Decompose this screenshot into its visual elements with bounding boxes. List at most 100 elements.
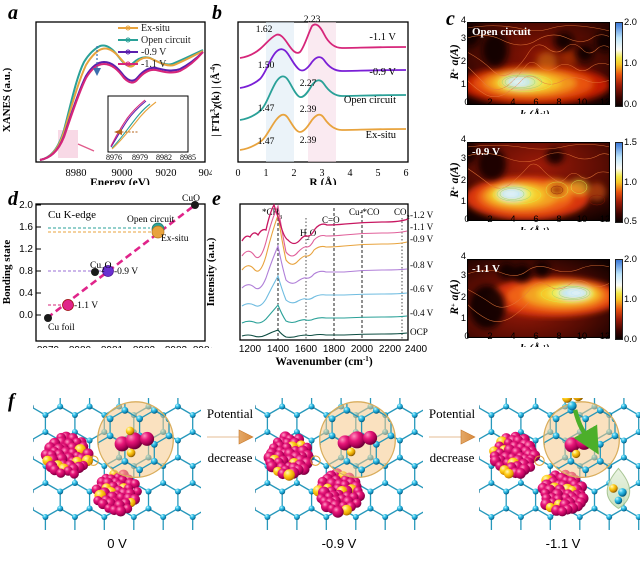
svg-text:2.23: 2.23: [304, 15, 321, 25]
svg-text:Open circuit: Open circuit: [127, 215, 175, 225]
svg-text:XANES (a.u.): XANES (a.u.): [1, 67, 13, 132]
svg-text:R+ a(Å): R+ a(Å): [450, 44, 461, 81]
svg-text:3: 3: [461, 270, 466, 280]
svg-text:8979: 8979: [37, 345, 60, 348]
svg-text:2: 2: [461, 56, 466, 66]
svg-text:8983: 8983: [165, 345, 188, 348]
svg-text:R (Å): R (Å): [309, 175, 336, 185]
svg-text:R+ a(Å): R+ a(Å): [450, 162, 461, 199]
svg-text:Ex-situ: Ex-situ: [366, 130, 397, 141]
svg-text:4: 4: [461, 251, 466, 261]
svg-text:1400: 1400: [267, 344, 290, 355]
svg-text:4: 4: [510, 331, 515, 341]
svg-text:6: 6: [404, 168, 409, 179]
svg-text:3: 3: [461, 33, 466, 43]
svg-text:2: 2: [292, 168, 297, 179]
svg-text:1.6: 1.6: [19, 222, 33, 233]
svg-text:6: 6: [533, 97, 538, 107]
svg-text:12: 12: [600, 214, 610, 224]
svg-text:k (Å-1): k (Å-1): [520, 225, 550, 230]
svg-text:0.0: 0.0: [19, 310, 33, 321]
svg-text:1.2: 1.2: [19, 244, 33, 255]
svg-text:8: 8: [556, 331, 561, 341]
svg-text:2400: 2400: [405, 344, 428, 355]
svg-text:3: 3: [461, 153, 466, 163]
svg-text:1: 1: [264, 168, 269, 179]
svg-text:10: 10: [577, 97, 587, 107]
svg-text:6: 6: [533, 331, 538, 341]
svg-text:2.0: 2.0: [19, 200, 33, 211]
svg-text:R+ a(Å): R+ a(Å): [450, 279, 461, 316]
svg-text:-0.6 V: -0.6 V: [410, 284, 434, 294]
svg-text:CuO: CuO: [182, 194, 200, 204]
svg-text:Bonding state: Bonding state: [1, 240, 13, 305]
svg-text:4: 4: [461, 134, 466, 144]
svg-text:9020: 9020: [156, 168, 177, 179]
svg-text:8: 8: [556, 97, 561, 107]
svg-text:8982: 8982: [133, 345, 156, 348]
svg-text:k (Å-1): k (Å-1): [520, 108, 550, 114]
svg-text:Cu foil: Cu foil: [48, 322, 75, 333]
svg-text:-1.1 V: -1.1 V: [141, 59, 167, 70]
svg-text:2: 2: [487, 331, 492, 341]
svg-text:1.62: 1.62: [256, 25, 273, 35]
svg-text:1.47: 1.47: [258, 137, 275, 147]
svg-text:8981: 8981: [101, 345, 124, 348]
svg-text:-0.4 V: -0.4 V: [410, 308, 434, 318]
svg-text:1: 1: [461, 313, 466, 323]
svg-text:1600: 1600: [295, 344, 318, 355]
svg-text:8985: 8985: [180, 153, 196, 162]
svg-text:-0.9 V: -0.9 V: [141, 47, 167, 58]
svg-text:-0.8 V: -0.8 V: [410, 260, 434, 270]
svg-text:0.4: 0.4: [19, 288, 33, 299]
svg-text:8: 8: [556, 214, 561, 224]
svg-text:-0.9 V: -0.9 V: [369, 67, 396, 78]
svg-text:Ex-situ: Ex-situ: [141, 23, 170, 34]
svg-text:1.47: 1.47: [258, 104, 275, 114]
svg-text:2200: 2200: [379, 344, 402, 355]
svg-text:Cu K-edge: Cu K-edge: [48, 209, 96, 221]
svg-text:2: 2: [461, 175, 466, 185]
svg-text:0: 0: [236, 168, 241, 179]
svg-text:1.50: 1.50: [258, 61, 275, 71]
svg-text:2: 2: [461, 292, 466, 302]
svg-text:10: 10: [577, 214, 587, 224]
svg-text:2.39: 2.39: [300, 105, 317, 115]
svg-text:-0.9 V: -0.9 V: [410, 234, 434, 244]
svg-text:8982: 8982: [156, 153, 172, 162]
svg-text:0: 0: [464, 97, 469, 107]
svg-text:8976: 8976: [106, 153, 122, 162]
svg-text:8980: 8980: [69, 345, 92, 348]
svg-text:-1.1 V: -1.1 V: [369, 32, 396, 43]
svg-text:Intensity (a.u.): Intensity (a.u.): [205, 237, 217, 306]
svg-text:0: 0: [464, 331, 469, 341]
svg-text:2000: 2000: [351, 344, 374, 355]
svg-text:C=O: C=O: [322, 215, 340, 225]
svg-text:0: 0: [464, 214, 469, 224]
svg-text:8979: 8979: [132, 153, 148, 162]
svg-text:0.8: 0.8: [19, 266, 33, 277]
svg-text:12: 12: [600, 97, 610, 107]
svg-text:| FTk3χ(k) | (Å-4): | FTk3χ(k) | (Å-4): [209, 63, 222, 137]
svg-text:1: 1: [461, 79, 466, 89]
svg-text:Open circuit: Open circuit: [344, 95, 396, 106]
svg-text:4: 4: [510, 97, 515, 107]
svg-text:8980: 8980: [66, 168, 87, 179]
svg-text:Wavenumber (cm-1): Wavenumber (cm-1): [275, 355, 372, 368]
svg-text:2: 2: [487, 97, 492, 107]
svg-text:6: 6: [533, 214, 538, 224]
svg-text:12: 12: [600, 331, 610, 341]
svg-text:-1.2 V: -1.2 V: [410, 210, 434, 220]
svg-text:4: 4: [348, 168, 353, 179]
svg-text:2.39: 2.39: [300, 136, 317, 146]
svg-text:10: 10: [577, 331, 587, 341]
svg-text:2: 2: [487, 214, 492, 224]
svg-text:Energy (eV): Energy (eV): [90, 177, 150, 185]
svg-text:4: 4: [510, 214, 515, 224]
svg-text:Open circuit: Open circuit: [141, 35, 191, 46]
svg-text:OCP: OCP: [410, 327, 428, 337]
svg-text:1: 1: [461, 196, 466, 206]
svg-text:4: 4: [461, 15, 466, 25]
svg-text:2.27: 2.27: [300, 79, 317, 89]
svg-text:Ex-situ: Ex-situ: [161, 234, 189, 244]
